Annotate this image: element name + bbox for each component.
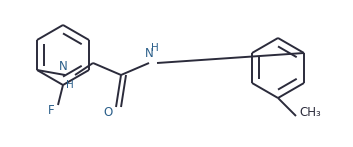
Text: H: H [151,43,159,53]
Text: CH₃: CH₃ [299,106,321,120]
Text: N: N [145,47,154,60]
Text: H: H [66,80,74,90]
Text: O: O [104,106,113,120]
Text: F: F [48,105,55,117]
Text: N: N [59,60,67,73]
